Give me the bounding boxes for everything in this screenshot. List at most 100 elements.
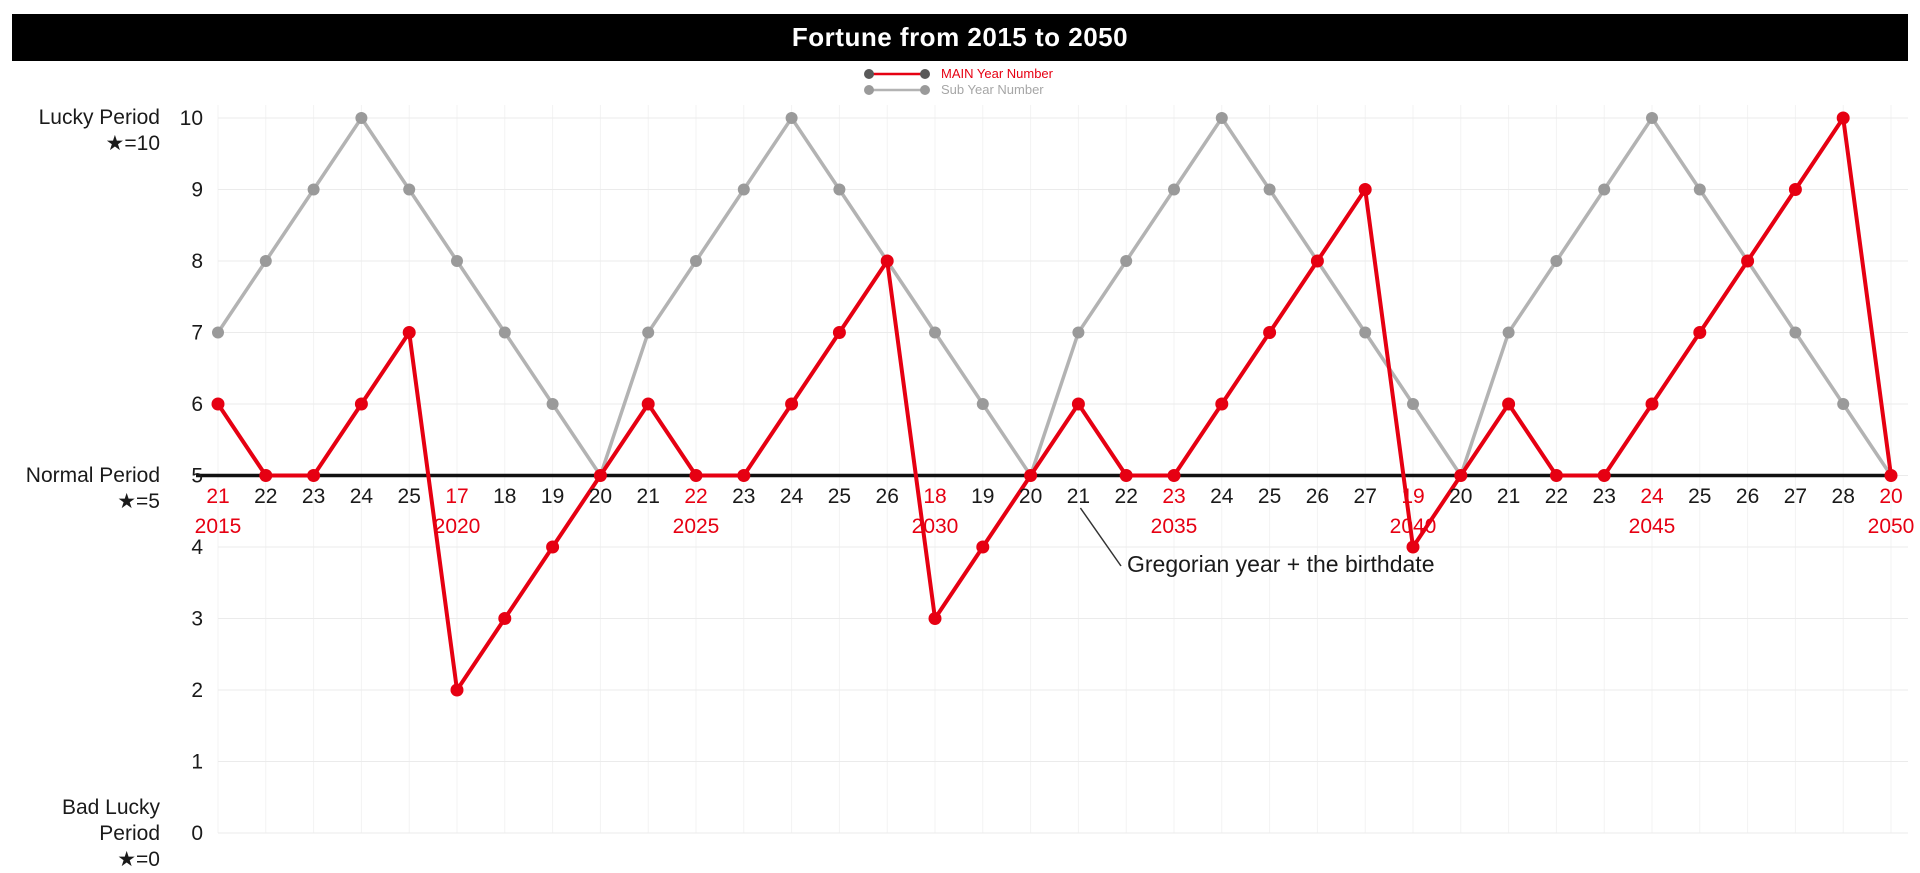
main-data-point — [546, 540, 560, 554]
main-data-point — [1310, 254, 1324, 268]
legend: MAIN Year Number Sub Year Number — [862, 66, 1053, 98]
main-data-point — [785, 397, 799, 411]
normal-period-star: ★=5 — [117, 490, 160, 513]
lucky-period-text: Lucky Period — [38, 106, 160, 129]
x-tick-label: 17 — [445, 485, 468, 508]
x-tick-label: 21 — [1497, 485, 1520, 508]
x-tick-label: 25 — [1688, 485, 1711, 508]
x-tick-label: 27 — [1784, 485, 1807, 508]
legend-item-main: MAIN Year Number — [862, 66, 1053, 82]
main-data-point — [1645, 397, 1659, 411]
x-tick-label: 22 — [1545, 485, 1568, 508]
main-data-point — [1884, 469, 1898, 482]
main-data-point — [1263, 326, 1277, 339]
sub-data-point — [1646, 112, 1658, 124]
main-series-line — [216, 112, 1893, 696]
chart-title-bar: Fortune from 2015 to 2050 — [12, 14, 1908, 61]
main-data-point — [1693, 326, 1707, 339]
main-data-point — [259, 469, 273, 482]
legend-marker-sub-icon — [864, 85, 930, 95]
sub-series — [212, 112, 1897, 482]
annotation-gregorian-year: Gregorian year + the birthdate — [1127, 551, 1435, 577]
main-data-point — [641, 397, 655, 411]
sub-data-point — [451, 255, 463, 267]
y-tick-label: 9 — [191, 179, 203, 202]
sub-series-line — [216, 114, 1893, 480]
x-tick-label: 24 — [780, 485, 804, 508]
x-tick-label: 21 — [1067, 485, 1090, 508]
y-tick-label: 0 — [191, 822, 203, 845]
x-tick-label: 20 — [1879, 485, 1902, 508]
main-data-point — [402, 326, 416, 339]
y-tick-label: 4 — [191, 536, 203, 559]
sub-data-point — [785, 112, 798, 124]
main-data-point — [1024, 469, 1038, 482]
main-data-point — [689, 469, 703, 482]
sub-data-point — [355, 112, 368, 124]
x-tick-label: 19 — [541, 485, 564, 508]
sub-data-point — [307, 183, 320, 196]
y-tick-label: 2 — [191, 679, 203, 702]
sub-data-point — [929, 326, 941, 339]
x-tick-label: 27 — [1354, 485, 1377, 508]
main-data-point — [737, 469, 751, 482]
chart-title: Fortune from 2015 to 2050 — [791, 22, 1129, 52]
sub-data-point — [1407, 398, 1419, 410]
sub-data-point — [1263, 183, 1276, 196]
y-tick-label: 6 — [191, 393, 203, 416]
sub-data-point — [1837, 398, 1850, 410]
legend-marker-main-icon — [864, 69, 930, 79]
x-tick-label: 26 — [876, 485, 899, 508]
x-tick-label: 22 — [254, 485, 277, 508]
legend-item-sub: Sub Year Number — [862, 82, 1053, 98]
x-tick-label: 23 — [732, 485, 755, 508]
axis-label-normal-period: Normal Period ★=5 — [0, 463, 160, 515]
main-data-point — [928, 612, 942, 625]
x-tick-label: 24 — [1210, 485, 1234, 508]
y-axis-ticks: 0 1 2 3 4 5 6 7 8 9 10 — [180, 107, 204, 845]
main-data-point — [1167, 469, 1181, 482]
x-year-label: 2020 — [434, 515, 481, 538]
main-data-point — [1549, 469, 1563, 482]
sub-data-point — [1359, 326, 1372, 339]
x-tick-label: 25 — [398, 485, 421, 508]
gridlines — [217, 105, 1908, 834]
legend-label-sub: Sub Year Number — [941, 82, 1044, 97]
sub-data-point — [546, 398, 559, 410]
axis-label-bad-lucky-period: Bad Lucky Period ★=0 — [0, 795, 160, 873]
sub-data-point — [690, 255, 702, 267]
sub-data-point — [403, 183, 416, 196]
main-data-point — [880, 254, 894, 268]
sub-data-point — [642, 326, 655, 339]
main-data-point — [1502, 397, 1516, 411]
x-year-label: 2050 — [1868, 515, 1915, 538]
x-year-label: 2040 — [1390, 515, 1437, 538]
sub-data-point — [737, 183, 750, 196]
x-tick-label: 20 — [1449, 485, 1472, 508]
x-tick-label: 18 — [493, 485, 516, 508]
y-tick-label: 5 — [191, 465, 203, 488]
x-tick-label: 19 — [971, 485, 994, 508]
x-year-label: 2025 — [673, 515, 720, 538]
main-data-point — [1836, 111, 1850, 125]
main-data-point — [1788, 183, 1802, 196]
axis-label-lucky-period: Lucky Period ★=10 — [0, 105, 160, 157]
bad-lucky-period-text: Bad Lucky Period — [61, 796, 160, 845]
y-tick-label: 10 — [180, 107, 203, 130]
x-tick-label: 28 — [1832, 485, 1855, 508]
main-data-point — [498, 612, 512, 625]
main-data-point — [211, 397, 225, 411]
main-data-point — [976, 540, 990, 554]
sub-data-point — [1550, 255, 1563, 267]
main-data-point — [832, 326, 846, 339]
main-data-point — [1406, 540, 1420, 554]
x-year-label: 2030 — [912, 515, 959, 538]
normal-period-text: Normal Period — [25, 464, 160, 487]
sub-data-point — [1215, 112, 1228, 124]
main-data-point — [307, 469, 321, 482]
x-tick-label: 21 — [637, 485, 660, 508]
legend-label-main: MAIN Year Number — [941, 66, 1053, 81]
sub-data-point — [1598, 183, 1611, 196]
x-tick-label: 23 — [1162, 485, 1185, 508]
